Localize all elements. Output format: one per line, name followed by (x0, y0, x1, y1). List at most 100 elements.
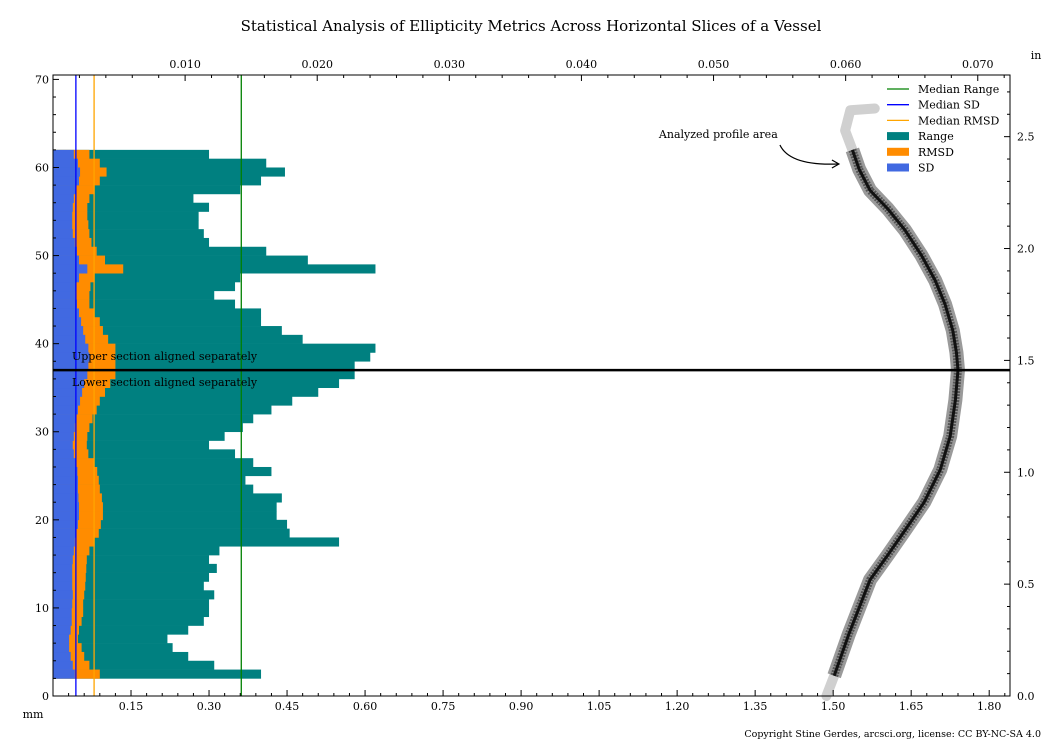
legend-label: SD (918, 162, 935, 175)
bar-range (53, 229, 204, 239)
bar-sd (53, 458, 76, 468)
bar-sd (53, 572, 73, 582)
bar-sd (53, 387, 83, 397)
bar-range (53, 361, 355, 371)
bar-range (53, 599, 210, 609)
bar-range (53, 352, 371, 362)
profile-excluded-top (840, 103, 880, 155)
bar-sd (53, 669, 75, 679)
bar-range (53, 343, 376, 353)
x-tick-label: 1.65 (899, 700, 924, 713)
bar-range (53, 396, 293, 406)
bar-range (53, 616, 204, 626)
bar-range (53, 590, 215, 600)
x-unit-label: mm (23, 708, 44, 721)
legend-swatch-patch (887, 163, 909, 172)
median-lines-layer (75, 75, 242, 696)
legend-swatch-patch (887, 132, 909, 141)
chart-title: Statistical Analysis of Ellipticity Metr… (241, 17, 822, 35)
x-tick-label: 1.05 (587, 700, 612, 713)
bar-range (53, 193, 194, 204)
bar-range (53, 202, 210, 212)
bar-range (53, 211, 199, 221)
y-tick-label: 40 (35, 338, 49, 351)
annotation-text: Analyzed profile area (658, 128, 778, 141)
bar-sd (53, 440, 73, 450)
bar-range (53, 519, 288, 529)
bar-range (53, 273, 241, 283)
bar-range (53, 581, 204, 591)
bar-sd (53, 229, 73, 239)
profile-core (832, 149, 960, 677)
bar-range (53, 511, 277, 521)
bar-sd (53, 546, 74, 556)
bar-range (53, 167, 285, 177)
bar-sd (53, 484, 78, 494)
y-tick-label: 60 (35, 161, 49, 174)
profile-layer (821, 103, 965, 701)
bar-sd (53, 202, 73, 212)
bar-sd (53, 149, 74, 159)
bar-sd (53, 290, 76, 300)
bar-range (53, 660, 215, 670)
bar-range (53, 387, 319, 397)
bar-range (53, 185, 241, 195)
bar-range (53, 572, 210, 582)
y-tick-label: 10 (35, 602, 49, 615)
bar-sd (53, 378, 85, 389)
bar-sd (53, 308, 80, 318)
x-tick-label: 0.45 (275, 700, 300, 713)
bar-sd (53, 590, 73, 600)
legend-label: Range (918, 130, 954, 143)
bar-range (53, 246, 267, 256)
bar-sd (53, 449, 74, 459)
x-tick-label: 0.60 (353, 700, 378, 713)
bar-sd (53, 422, 75, 433)
top-tick-label: 0.030 (434, 58, 466, 71)
bar-sd (53, 352, 90, 362)
y-tick-label: 30 (35, 426, 49, 439)
right-tick-label: 1.5 (1017, 354, 1035, 367)
x-tick-label: 1.50 (821, 700, 846, 713)
bar-sd (53, 616, 72, 626)
bar-range (53, 458, 254, 468)
bar-range (53, 563, 217, 573)
bar-range (53, 502, 277, 512)
bar-sd (53, 211, 73, 221)
bar-range (53, 326, 282, 336)
profile-excluded-bottom (821, 670, 840, 701)
right-tick-label: 0.0 (1017, 690, 1035, 703)
bar-sd (53, 599, 73, 609)
bar-range (53, 475, 246, 485)
right-tick-label: 2.0 (1017, 243, 1035, 256)
bar-sd (53, 466, 78, 477)
bars-layer (53, 149, 376, 679)
bar-sd (53, 607, 72, 618)
bar-range (53, 651, 189, 662)
bar-sd (53, 643, 70, 653)
bar-range (53, 158, 267, 168)
bar-range (53, 290, 215, 300)
right-tick-label: 0.5 (1017, 578, 1035, 591)
bar-sd (53, 493, 79, 503)
copyright: Copyright Stine Gerdes, arcsci.org, lice… (744, 729, 1041, 740)
bar-range (53, 528, 290, 538)
top-tick-label: 0.070 (962, 58, 994, 71)
bar-range (53, 255, 308, 265)
x-tick-label: 1.35 (743, 700, 768, 713)
secondary-unit-label: in (1031, 49, 1042, 62)
bar-sd (53, 255, 80, 265)
legend-label: Median Range (918, 83, 999, 96)
bar-sd (53, 158, 78, 168)
bar-range (53, 555, 210, 565)
bar-sd (53, 475, 78, 485)
bar-sd (53, 555, 73, 565)
bar-sd (53, 511, 80, 521)
bar-sd (53, 326, 84, 336)
y-tick-label: 70 (35, 73, 49, 86)
legend-label: Median RMSD (918, 114, 1000, 127)
bar-sd (53, 563, 73, 573)
bar-sd (53, 537, 75, 547)
bar-sd (53, 528, 77, 538)
bar-range (53, 422, 243, 433)
